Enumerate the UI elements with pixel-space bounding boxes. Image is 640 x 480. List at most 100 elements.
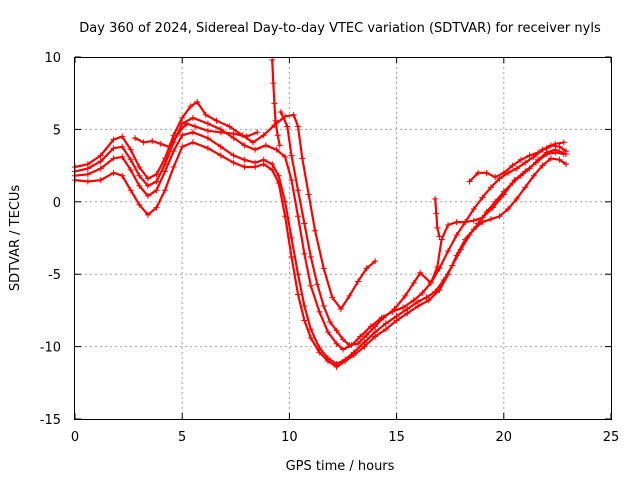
- data-point-marker: [470, 217, 477, 224]
- data-point-marker: [127, 166, 134, 173]
- series-layer: [72, 56, 569, 370]
- data-point-marker: [327, 318, 334, 325]
- data-point-marker: [97, 158, 104, 165]
- data-point-marker: [453, 219, 460, 226]
- y-axis-label: SDTVAR / TECUs: [8, 185, 23, 292]
- y-tick-label: -10: [40, 341, 61, 356]
- data-point-marker: [144, 175, 151, 182]
- data-point-marker: [470, 226, 477, 233]
- data-point-marker: [271, 100, 278, 107]
- data-point-marker: [340, 336, 346, 343]
- data-point-marker: [535, 149, 542, 156]
- data-point-marker: [241, 142, 248, 149]
- data-point-marker: [433, 210, 440, 217]
- plot-frame: [74, 57, 612, 420]
- data-point-marker: [230, 152, 237, 159]
- data-point-marker: [363, 265, 370, 272]
- data-point-marker: [307, 282, 314, 289]
- data-point-marker: [119, 143, 126, 150]
- data-point-marker: [552, 140, 559, 147]
- data-point-marker: [560, 139, 567, 146]
- data-point-marker: [543, 151, 550, 158]
- data-point-marker: [110, 155, 117, 162]
- data-point-marker: [136, 164, 143, 171]
- x-axis-label: GPS time / hours: [286, 459, 395, 474]
- data-point-marker: [136, 182, 143, 189]
- data-point-marker: [436, 233, 443, 240]
- data-point-marker: [314, 281, 321, 288]
- data-point-marker: [273, 146, 280, 153]
- data-point-marker: [243, 133, 250, 140]
- data-point-marker: [434, 224, 441, 231]
- data-point-marker: [294, 213, 301, 220]
- data-point-marker: [419, 290, 426, 297]
- data-point-marker: [241, 156, 248, 163]
- data-point-marker: [382, 320, 389, 327]
- y-tick-label: -5: [48, 268, 61, 283]
- y-tick-label: 10: [44, 51, 61, 66]
- data-point-marker: [110, 145, 117, 152]
- data-point-marker: [290, 111, 297, 118]
- data-point-marker: [400, 304, 407, 311]
- data-point-marker: [410, 279, 417, 286]
- data-point-marker: [511, 177, 518, 184]
- data-point-marker: [402, 292, 409, 299]
- series-spike-9h: [271, 58, 281, 147]
- data-point-marker: [241, 164, 248, 171]
- data-point-marker: [496, 213, 503, 220]
- data-point-marker: [189, 114, 196, 121]
- data-point-marker: [149, 137, 156, 144]
- data-point-marker: [316, 349, 323, 356]
- data-point-marker: [127, 146, 134, 153]
- data-point-marker: [357, 333, 364, 340]
- series-track-1: [73, 100, 377, 311]
- data-point-marker: [144, 193, 151, 200]
- data-point-marker: [382, 326, 389, 333]
- data-point-marker: [372, 333, 379, 340]
- data-point-marker: [552, 149, 559, 156]
- data-point-marker: [350, 352, 357, 359]
- y-tick-label: -15: [40, 413, 61, 428]
- data-point-marker: [84, 165, 91, 172]
- data-point-marker: [157, 140, 164, 147]
- data-point-marker: [556, 156, 563, 163]
- data-point-marker: [509, 162, 516, 169]
- series-track-2: [73, 116, 568, 351]
- data-point-marker: [162, 187, 169, 194]
- data-point-marker: [346, 342, 353, 349]
- data-point-marker: [479, 214, 486, 221]
- data-point-marker: [539, 162, 546, 169]
- data-point-marker: [470, 206, 477, 213]
- data-point-marker: [84, 171, 91, 178]
- data-point-marker: [500, 191, 507, 198]
- data-point-marker: [301, 250, 308, 257]
- data-point-marker: [226, 123, 233, 130]
- data-point-marker: [170, 148, 177, 155]
- x-tick-label: 20: [496, 430, 513, 445]
- data-point-marker: [174, 130, 181, 137]
- data-point-marker: [252, 164, 259, 171]
- data-point-marker: [119, 153, 126, 160]
- data-point-marker: [294, 271, 301, 278]
- data-point-marker: [217, 143, 224, 150]
- data-point-marker: [333, 363, 340, 370]
- data-point-marker: [522, 159, 529, 166]
- data-point-marker: [189, 129, 196, 136]
- data-point-marker: [183, 120, 190, 127]
- data-point-marker: [522, 184, 529, 191]
- data-point-marker: [194, 98, 201, 105]
- data-point-marker: [153, 187, 160, 194]
- data-point-marker: [505, 206, 512, 213]
- data-point-marker: [269, 161, 276, 168]
- data-point-marker: [301, 220, 308, 227]
- data-point-marker: [301, 317, 308, 324]
- data-point-marker: [320, 303, 327, 310]
- x-tick-label: 0: [71, 430, 79, 445]
- data-point-marker: [462, 236, 469, 243]
- data-point-marker: [217, 152, 224, 159]
- data-point-marker: [337, 305, 344, 312]
- data-point-marker: [410, 297, 417, 304]
- data-point-marker: [526, 152, 533, 159]
- data-point-marker: [372, 258, 379, 265]
